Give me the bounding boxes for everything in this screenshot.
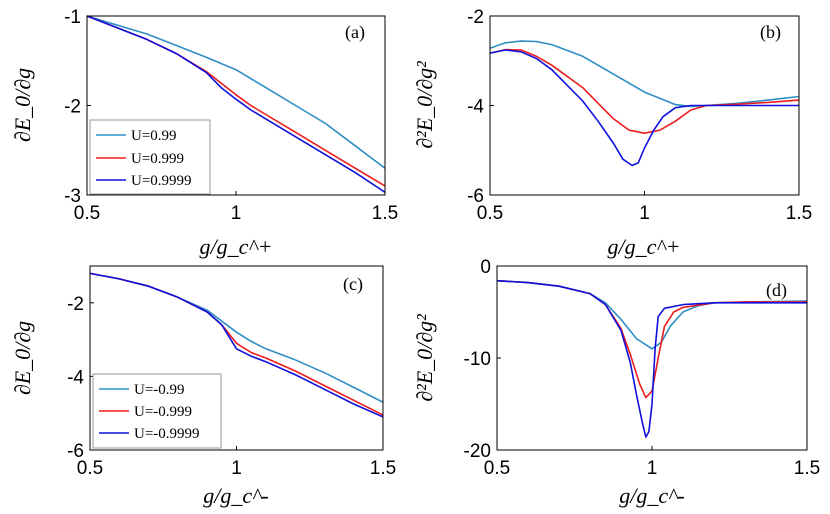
panel-b-xtick-label-0: 0.5 [477,203,503,224]
panel-a-legend: U=0.99 U=0.999 U=0.9999 [89,119,211,195]
panel-b-xtick-label-1: 1 [639,203,650,224]
panel-a-series-line-0 [86,15,386,169]
legend-entry-1: U=-0.999 [134,404,192,420]
panel-c-series [89,272,384,418]
panel-a-ylabel: ∂E_0/∂g [10,68,35,142]
panel-a-xtick-label-2: 1.5 [372,203,398,224]
legend-entry-1: U=0.999 [131,151,184,167]
panel-a-xtick-label-1: 1 [231,203,242,224]
panel-d-series-line-1 [496,279,807,399]
panel-c-ytick-label-2: -2 [67,294,84,315]
legend-entry-0: U=0.99 [131,128,177,144]
legend-entry-2: U=0.9999 [131,173,192,189]
panel-d-series-line-2 [496,279,807,438]
panel-d-ytick-label-2: 0 [480,257,491,278]
panel-b-ytick-label-2: -2 [467,7,484,28]
panel-b: 0.5 1 1.5 -6 -4 -2 (b) ∂²E_0/∂g² g/g_c^+ [412,7,812,259]
panel-d-xtick-label-0: 0.5 [484,458,510,479]
panel-c: 0.5 1 1.5 -6 -4 -2 (c) ∂E_0/∂g g/g_c^- U=-0.9… [10,265,396,508]
panel-c-ticks: 0.5 1 1.5 -6 -4 -2 [67,294,396,479]
panel-d-label: (d) [766,280,787,301]
panel-a-ytick-label-2: -1 [64,7,81,28]
panel-d-xtick-label-2: 1.5 [794,458,820,479]
panel-d-series-line-0 [496,279,808,350]
legend-box [89,119,211,195]
panel-b-label: (b) [760,22,781,43]
panel-d-series [496,279,808,438]
panel-d-ylabel: ∂²E_0/∂g² [412,314,437,402]
panel-d-ticks: 0.5 1 1.5 -20 -10 0 [464,257,821,479]
panel-b-ytick-label-1: -4 [467,97,484,118]
panel-b-series [489,40,800,167]
panel-a-xlabel: g/g_c^+ [199,234,272,259]
panel-a: 0.5 1 1.5 -3 -2 -1 (a) ∂E_0/∂g g/g_c^+ U=0.99… [10,7,398,259]
panel-c-legend: U=-0.99 U=-0.999 U=-0.9999 [92,373,222,449]
panel-b-series-line-0 [489,40,800,108]
panel-a-series [86,15,386,193]
panel-c-ytick-label-0: -6 [67,441,84,462]
panel-d-ytick-label-1: -10 [464,349,491,370]
panel-b-ylabel: ∂²E_0/∂g² [412,61,437,149]
panel-c-xtick-label-1: 1 [231,458,242,479]
panel-c-label: (c) [343,274,363,295]
panel-a-ticks: 0.5 1 1.5 -3 -2 -1 [64,7,398,224]
legend-entry-0: U=-0.99 [134,382,185,398]
panel-c-xtick-label-0: 0.5 [77,458,103,479]
legend-entry-2: U=-0.9999 [134,426,200,442]
panel-a-ytick-label-1: -2 [64,97,81,118]
panel-b-ytick-label-0: -6 [467,186,484,207]
panel-b-xtick-label-2: 1.5 [786,203,812,224]
panel-a-ytick-label-0: -3 [64,186,81,207]
panel-b-xlabel: g/g_c^+ [607,234,680,259]
panel-d-ytick-label-0: -20 [464,441,491,462]
panel-a-series-line-2 [86,15,386,193]
panel-d-frame [496,265,808,451]
panel-b-ticks: 0.5 1 1.5 -6 -4 -2 [467,7,812,224]
panel-c-xtick-label-2: 1.5 [370,458,396,479]
panel-d-xtick-label-1: 1 [647,458,658,479]
panel-d: 0.5 1 1.5 -20 -10 0 (d) ∂²E_0/∂g² g/g_c^- [412,257,820,508]
panel-b-series-line-2 [489,49,799,167]
panel-a-label: (a) [345,22,365,43]
panel-a-xtick-label-0: 0.5 [74,203,100,224]
panel-d-xlabel: g/g_c^- [619,483,684,508]
panel-c-xlabel: g/g_c^- [203,483,268,508]
panel-c-series-line-2 [89,272,384,418]
panel-c-ylabel: ∂E_0/∂g [10,321,35,395]
panel-c-ytick-label-1: -4 [67,367,84,388]
